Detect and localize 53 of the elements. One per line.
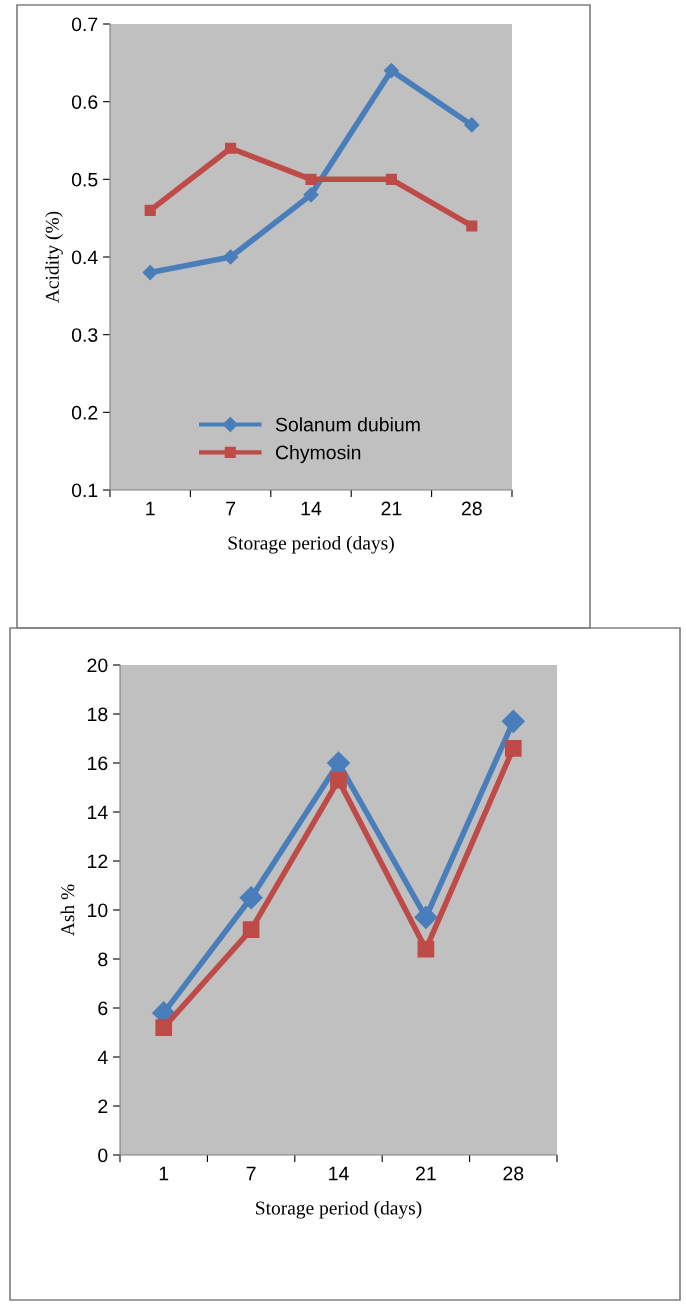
point — [142, 264, 158, 281]
y-tick-label: 0.5 — [71, 172, 98, 187]
y-tick-label: 0.2 — [71, 405, 98, 420]
point — [223, 249, 239, 265]
y-tick-label: 6 — [98, 1001, 108, 1016]
x-tick-label: 14 — [329, 1166, 349, 1181]
x-tick-label: 21 — [381, 501, 402, 516]
point — [303, 187, 319, 203]
x-tick-label: 14 — [301, 501, 322, 516]
x-tick-label: 28 — [461, 501, 482, 516]
x-tick-label: 1 — [146, 501, 155, 516]
y-tick-label: 0.3 — [71, 328, 98, 342]
point — [464, 117, 480, 133]
point — [144, 204, 156, 216]
y-tick-label: 8 — [98, 952, 108, 967]
y-tick-label: 10 — [88, 903, 108, 918]
y-tick-label: 12 — [88, 854, 108, 869]
x-axis-title: Storage period (days) — [228, 535, 394, 554]
y-axis-title: Acidity (%) — [45, 211, 63, 303]
point — [242, 921, 260, 938]
y-tick-label: 0.6 — [71, 95, 98, 109]
point — [305, 173, 317, 185]
point — [504, 739, 522, 757]
x-axis-title: Storage period (days) — [256, 1200, 422, 1219]
y-tick-label: 20 — [87, 658, 108, 673]
point — [383, 63, 399, 79]
point — [225, 142, 237, 154]
x-tick-label: 28 — [503, 1166, 524, 1181]
point — [414, 905, 438, 929]
point — [501, 709, 525, 733]
y-tick-label: 14 — [88, 805, 108, 820]
point — [417, 940, 435, 958]
point — [239, 886, 263, 910]
y-tick-label: 0.4 — [71, 250, 98, 265]
legend-label: Chymosin — [275, 445, 361, 464]
point — [466, 220, 478, 232]
x-tick-label: 21 — [416, 1166, 436, 1181]
point — [385, 173, 397, 185]
y-tick-label: 16 — [88, 756, 108, 771]
y-tick-label: 0.1 — [71, 483, 98, 498]
legend-label: Solanum dubium — [275, 417, 420, 432]
point — [327, 751, 350, 775]
y-tick-label: 18 — [88, 707, 108, 722]
y-tick-label: 0 — [98, 1148, 108, 1163]
y-tick-label: 4 — [97, 1050, 108, 1065]
x-tick-label: 1 — [159, 1166, 169, 1181]
point — [155, 1019, 173, 1036]
point — [330, 771, 347, 789]
y-axis-title: Ash % — [60, 884, 75, 936]
x-tick-label: 7 — [246, 1166, 256, 1181]
x-tick-label: 7 — [226, 501, 236, 516]
y-tick-label: 0.7 — [71, 17, 98, 32]
y-tick-label: 2 — [98, 1099, 108, 1114]
